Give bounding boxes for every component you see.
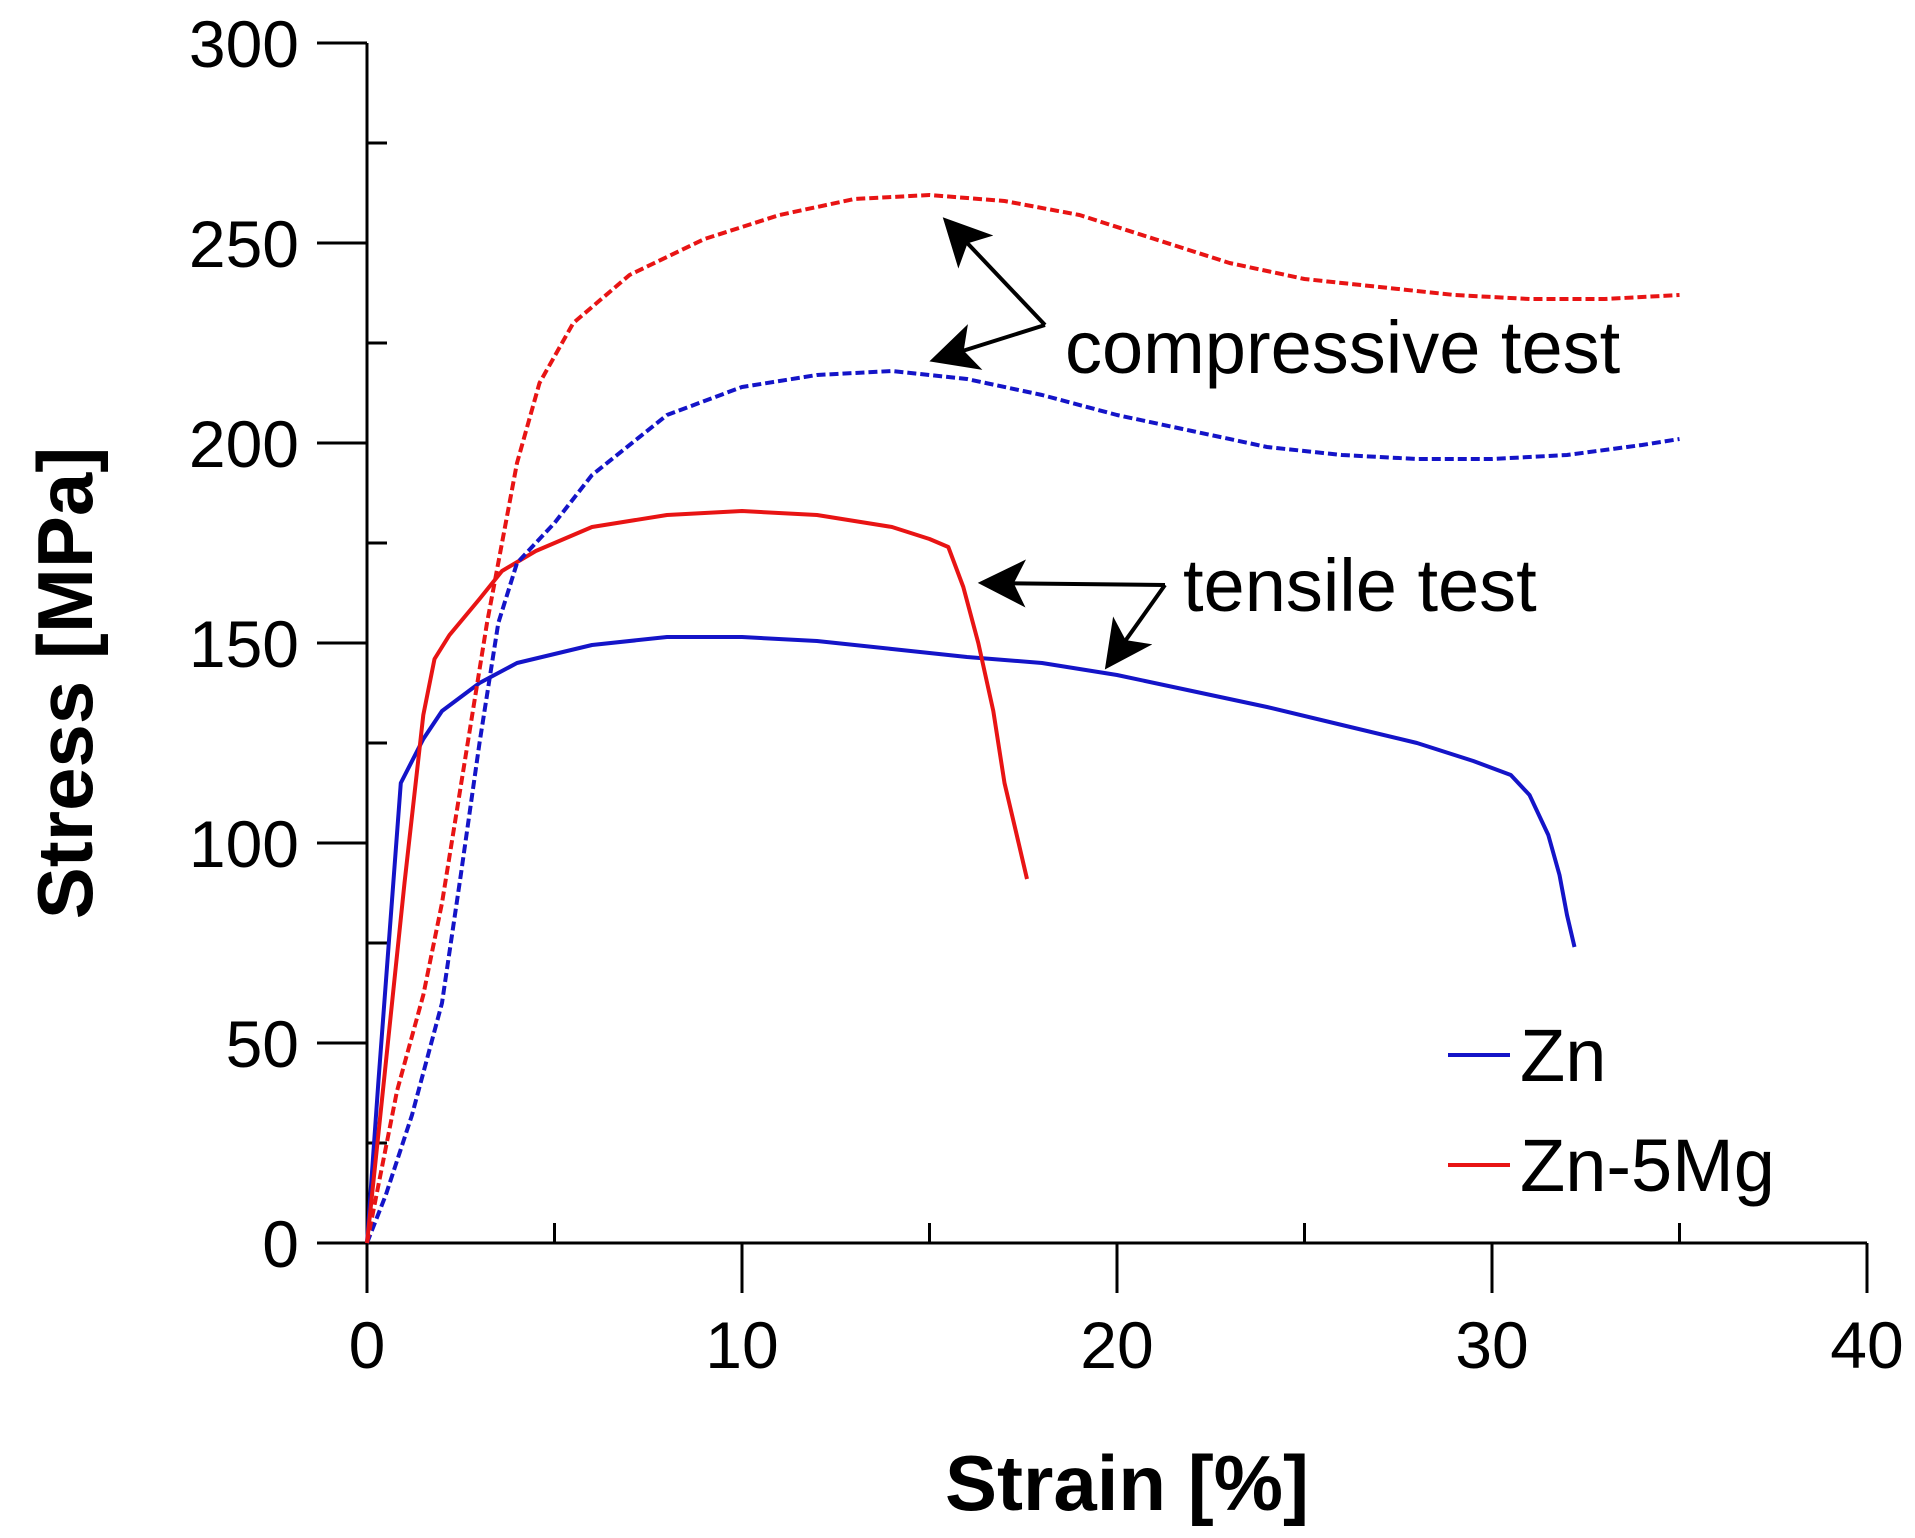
annotation-arrow [1104,583,1167,670]
series-zn-compressive [365,369,1680,1244]
annotation-tensile-test: tensile test [1183,544,1537,627]
annotation-arrow [942,217,1047,327]
annotation-layer: compressive test tensile test [929,217,1621,670]
series-zn-5mg-compressive [365,193,1680,1244]
x-ticks: 0 10 20 30 40 [349,1223,1904,1382]
y-tick-label: 150 [189,607,299,681]
legend-label-zn-5mg: Zn-5Mg [1520,1124,1775,1207]
x-tick-label: 30 [1455,1308,1528,1382]
x-tick-label: 10 [705,1308,778,1382]
x-axis-title: Strain [%] [945,1439,1309,1527]
y-tick-label: 0 [262,1207,299,1281]
y-axis-title: Stress [MPa] [21,447,109,920]
legend-label-zn: Zn [1520,1014,1606,1097]
series-layer [365,193,1680,1244]
annotation-compressive-test: compressive test [1065,306,1621,389]
y-tick-label: 200 [189,407,299,481]
series-zn-tensile [365,635,1577,1244]
y-tick-label: 300 [189,7,299,81]
y-tick-label: 100 [189,807,299,881]
annotation-arrow [977,559,1166,608]
x-tick-label: 20 [1080,1308,1153,1382]
series-zn-5mg-tensile [365,509,1029,1244]
legend: Zn Zn-5Mg [1448,1014,1775,1207]
y-ticks: 0 50 100 150 200 250 300 [189,7,387,1281]
x-tick-label: 0 [349,1308,386,1382]
axes: 0 10 20 30 40 0 50 100 150 200 250 300 [189,7,1904,1382]
y-tick-label: 50 [226,1007,299,1081]
y-tick-label: 250 [189,207,299,281]
x-tick-label: 40 [1830,1308,1903,1382]
annotation-arrow [929,323,1046,370]
